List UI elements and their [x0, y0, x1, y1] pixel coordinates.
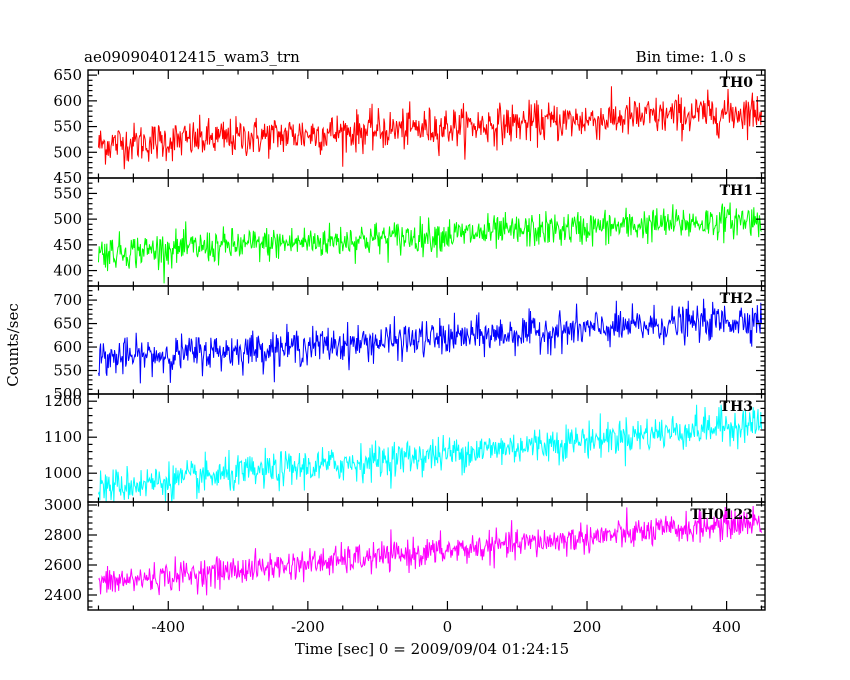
y-tick-label: 550 [53, 118, 82, 136]
y-tick-label: 600 [53, 338, 82, 356]
panel-th0: 450 500 550 600 650 TH0 [53, 66, 766, 187]
panel-label: TH0123 [690, 507, 753, 523]
panel-th3: 1000 1100 1200 TH3 [44, 392, 766, 503]
x-tick-label: 200 [573, 618, 602, 636]
panel-frame [87, 501, 766, 611]
x-tick-labels: -400 -200 0 200 400 [151, 618, 741, 636]
panel-label: TH0 [720, 75, 754, 91]
x-axis-label: Time [sec] 0 = 2009/09/04 01:24:15 [295, 640, 569, 658]
y-tick-label: 1100 [44, 428, 82, 446]
series-th0 [97, 86, 763, 170]
y-tick-label: 500 [53, 385, 82, 403]
y-tick-label: 2400 [44, 586, 82, 604]
series-th2 [97, 298, 763, 384]
series-th3 [97, 404, 763, 502]
y-tick-label: 650 [53, 66, 82, 84]
panel-frame [87, 177, 766, 287]
bin-time-label: Bin time: 1.0 s [636, 48, 746, 66]
x-tick-label: -400 [151, 618, 185, 636]
y-tick-label: 3000 [44, 496, 82, 514]
series-th1 [97, 202, 762, 284]
series-th0123 [98, 506, 762, 596]
panel-label: TH3 [720, 399, 753, 415]
y-axis-label: Counts/sec [4, 303, 22, 387]
panels: 450 500 550 600 650 TH0 400 450 500 550 TH1 500 550 6… [44, 66, 766, 611]
y-tick-label: 700 [53, 291, 82, 309]
panel-label: TH2 [720, 291, 753, 307]
y-tick-label: 500 [53, 143, 82, 161]
y-tick-label: 550 [53, 362, 82, 380]
panel-th0123: 2400 2600 2800 3000 TH0123 [44, 496, 766, 611]
y-tick-label: 450 [53, 169, 82, 187]
chart-title: ae090904012415_wam3_trn [84, 48, 300, 66]
y-tick-label: 550 [53, 184, 82, 202]
x-tick-label: -200 [291, 618, 325, 636]
y-tick-label: 650 [53, 315, 82, 333]
x-tick-label: 400 [712, 618, 741, 636]
y-tick-label: 400 [53, 262, 82, 280]
panel-label: TH1 [720, 183, 753, 199]
x-tick-label: 0 [443, 618, 453, 636]
y-tick-label: 1000 [44, 464, 82, 482]
panel-th2: 500 550 600 650 700 TH2 [53, 285, 766, 403]
y-tick-label: 2600 [44, 556, 82, 574]
y-tick-label: 500 [53, 210, 82, 228]
panel-th1: 400 450 500 550 TH1 [53, 177, 766, 287]
y-tick-label: 450 [53, 236, 82, 254]
y-tick-label: 600 [53, 92, 82, 110]
y-tick-label: 2800 [44, 526, 82, 544]
y-tick-label: 1200 [44, 392, 82, 410]
